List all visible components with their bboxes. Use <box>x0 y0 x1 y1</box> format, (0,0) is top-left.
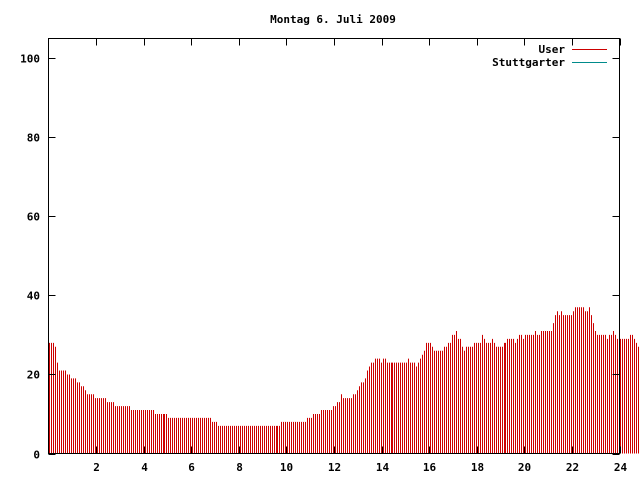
chart-title: Montag 6. Juli 2009 <box>270 13 396 26</box>
x-tick-label-8: 8 <box>236 461 243 474</box>
x-tick-label-22: 22 <box>566 461 579 474</box>
bars-group <box>49 307 639 454</box>
y-tick-label-0: 0 <box>33 449 40 462</box>
x-tick-label-24: 24 <box>614 461 628 474</box>
x-tick-label-12: 12 <box>328 461 341 474</box>
y-tick-label-80: 80 <box>27 132 40 145</box>
y-axis: 0 20 40 60 80 100 <box>20 53 620 462</box>
x-tick-label-14: 14 <box>376 461 390 474</box>
x-tick-label-18: 18 <box>471 461 484 474</box>
x-tick-label-6: 6 <box>188 461 195 474</box>
legend-label-user: User <box>539 43 566 56</box>
y-tick-label-60: 60 <box>27 211 40 224</box>
y-tick-label-100: 100 <box>20 53 40 66</box>
x-axis: 2 4 6 8 10 12 14 16 18 20 22 24 <box>93 38 628 474</box>
y-tick-label-40: 40 <box>27 290 40 303</box>
plot-frame <box>48 38 620 454</box>
legend-label-stuttgarter: Stuttgarter <box>492 56 565 69</box>
x-tick-label-2: 2 <box>93 461 100 474</box>
x-tick-label-4: 4 <box>141 461 148 474</box>
x-tick-label-20: 20 <box>518 461 531 474</box>
legend: User Stuttgarter <box>492 43 607 69</box>
y-tick-label-20: 20 <box>27 369 40 382</box>
x-tick-label-16: 16 <box>423 461 437 474</box>
x-tick-label-10: 10 <box>280 461 293 474</box>
